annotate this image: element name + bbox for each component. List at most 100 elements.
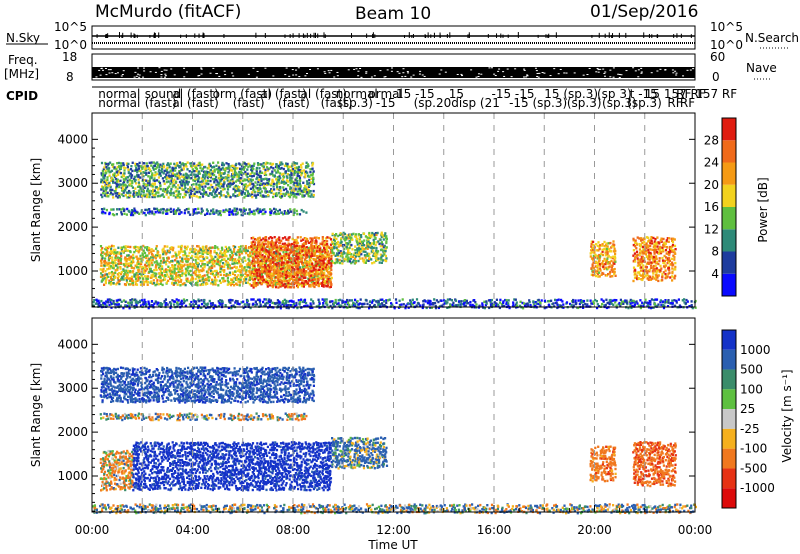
heat-cell — [180, 265, 183, 269]
heat-cell — [118, 256, 121, 260]
heat-cell — [225, 195, 228, 199]
heat-cell — [140, 275, 143, 278]
heat-cell — [327, 265, 330, 268]
heat-cell — [261, 270, 264, 273]
heat-cell — [116, 268, 119, 271]
heat-cell — [290, 286, 293, 289]
heat-cell — [264, 302, 267, 306]
heat-cell — [157, 209, 160, 212]
power-heatmap — [92, 161, 697, 310]
heat-cell — [248, 259, 251, 262]
heat-cell — [228, 166, 231, 170]
heat-cell — [629, 302, 632, 305]
heat-cell — [284, 279, 287, 283]
heat-cell — [189, 189, 192, 192]
heat-cell — [202, 192, 205, 196]
heat-cell — [237, 274, 240, 277]
heat-cell — [285, 162, 288, 165]
nsky-tick-bottom: 10^0 — [54, 38, 87, 52]
heat-cell — [275, 252, 278, 255]
heat-cell — [318, 265, 322, 269]
heat-cell — [296, 306, 299, 310]
heat-cell — [223, 279, 227, 283]
heat-cell — [514, 303, 518, 306]
heat-cell — [224, 304, 227, 307]
heat-cell — [270, 258, 273, 262]
heat-cell — [108, 181, 111, 185]
heat-cell — [126, 281, 129, 284]
heat-cell — [139, 254, 142, 258]
heat-cell — [252, 167, 255, 171]
heat-cell — [99, 245, 103, 248]
heat-cell — [231, 211, 234, 214]
heat-cell — [252, 265, 255, 269]
heat-cell — [270, 239, 274, 243]
heat-cell — [144, 269, 147, 272]
heat-cell — [116, 208, 119, 211]
heat-cell — [131, 181, 134, 185]
heat-cell — [306, 282, 310, 285]
heat-cell — [210, 261, 214, 264]
heat-cell — [232, 259, 236, 262]
heat-cell — [297, 281, 300, 284]
heat-cell — [196, 306, 200, 309]
heat-cell — [283, 164, 287, 167]
heat-cell — [121, 246, 124, 249]
heat-cell — [111, 250, 114, 253]
heat-cell — [494, 302, 497, 305]
heat-cell — [217, 300, 220, 303]
heat-cell — [557, 298, 560, 301]
heat-cell — [240, 301, 243, 304]
heat-cell — [311, 264, 314, 268]
heat-cell — [356, 300, 359, 303]
heat-cell — [215, 251, 218, 255]
heat-cell — [141, 167, 144, 171]
heat-cell — [273, 210, 277, 214]
heat-cell — [294, 166, 297, 170]
heat-cell — [150, 300, 154, 303]
heat-cell — [123, 208, 126, 211]
heat-cell — [272, 270, 275, 274]
heat-cell — [473, 299, 476, 302]
heat-cell — [248, 270, 251, 273]
heat-cell — [200, 207, 203, 210]
heat-cell — [152, 256, 155, 259]
heat-cell — [267, 193, 270, 197]
heat-cell — [252, 188, 255, 191]
heat-cell — [193, 250, 196, 253]
heat-cell — [174, 164, 177, 167]
heat-cell — [193, 175, 196, 179]
heat-cell — [124, 257, 128, 260]
heat-cell — [170, 179, 173, 182]
heat-cell — [197, 211, 200, 214]
heat-cell — [187, 176, 190, 179]
heat-cell — [100, 272, 103, 275]
heat-cell — [266, 272, 269, 275]
heat-cell — [263, 298, 266, 301]
heat-cell — [127, 277, 130, 280]
heat-cell — [239, 248, 242, 251]
heat-cell — [146, 259, 149, 263]
heat-cell — [290, 282, 293, 286]
freq-gap — [602, 68, 605, 70]
freq-gap — [200, 68, 203, 70]
heat-cell — [272, 185, 275, 188]
heat-cell — [193, 179, 197, 182]
heat-cell — [213, 165, 216, 168]
heat-cell — [190, 282, 193, 285]
heat-cell — [280, 281, 283, 284]
heat-cell — [194, 177, 197, 181]
heat-cell — [306, 253, 309, 257]
heat-cell — [230, 256, 233, 259]
heat-cell — [227, 261, 230, 264]
heat-cell — [159, 174, 162, 177]
heat-cell — [229, 283, 233, 287]
heat-cell — [171, 265, 174, 269]
heat-cell — [146, 193, 149, 196]
heat-cell — [401, 298, 404, 301]
heat-cell — [561, 300, 564, 303]
heat-cell — [147, 166, 151, 170]
heat-cell — [276, 176, 279, 179]
heat-cell — [107, 162, 110, 165]
heat-cell — [297, 187, 300, 191]
